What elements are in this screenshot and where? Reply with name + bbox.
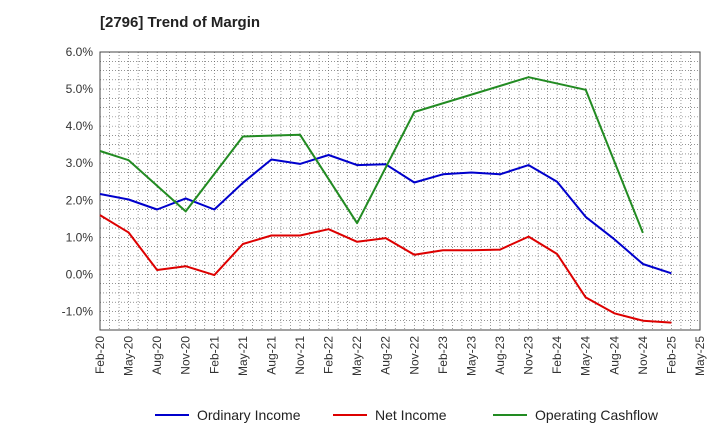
x-tick-label: Nov-22 <box>407 336 421 375</box>
grid <box>99 51 701 331</box>
x-tick-label: Nov-20 <box>179 336 193 375</box>
x-tick-label: Feb-25 <box>664 336 678 374</box>
x-tick-label: Nov-24 <box>636 336 650 375</box>
legend-item: Net Income <box>333 404 447 426</box>
legend-swatch <box>493 414 527 416</box>
x-tick-label: Feb-24 <box>550 336 564 374</box>
x-tick-label: May-25 <box>693 336 707 376</box>
y-tick-label: 5.0% <box>66 82 94 96</box>
legend-label: Ordinary Income <box>197 407 301 423</box>
y-tick-label: 4.0% <box>66 119 94 133</box>
series-line-operating-cashflow <box>99 76 644 234</box>
x-tick-label: Aug-22 <box>379 336 393 375</box>
y-tick-label: -1.0% <box>62 304 94 318</box>
x-tick-label: May-23 <box>464 336 478 376</box>
legend-label: Operating Cashflow <box>535 407 658 423</box>
x-tick-label: May-24 <box>579 336 593 376</box>
x-tick-label: Feb-23 <box>436 336 450 374</box>
legend-item: Ordinary Income <box>155 404 300 426</box>
x-tick-label: Feb-22 <box>322 336 336 374</box>
axes <box>99 51 701 331</box>
series-line-ordinary-income <box>99 154 672 275</box>
chart-title: [2796] Trend of Margin <box>100 14 261 31</box>
x-tick-label: Aug-21 <box>264 336 278 375</box>
series-line-net-income <box>99 214 672 324</box>
x-tick-label: Feb-20 <box>93 336 107 374</box>
x-tick-label: Aug-20 <box>150 336 164 375</box>
plot-frame <box>99 51 701 331</box>
x-tick-label: May-21 <box>236 336 250 376</box>
y-tick-label: 1.0% <box>66 230 94 244</box>
y-tick-label: 3.0% <box>66 156 94 170</box>
x-tick-label: May-22 <box>350 336 364 376</box>
y-tick-label: 2.0% <box>66 193 94 207</box>
x-tick-label: Nov-23 <box>522 336 536 375</box>
legend: Ordinary Income Net Income Operating Cashf… <box>0 404 720 426</box>
legend-swatch <box>155 414 189 416</box>
x-tick-label: Aug-24 <box>607 336 621 375</box>
legend-label: Net Income <box>375 407 447 423</box>
line-chart: 6.0% 5.0% 4.0% 3.0% 2.0% 1.0% 0.0% -1.0% Feb-20 M… <box>62 45 707 376</box>
legend-item: Operating Cashflow <box>493 404 658 426</box>
y-tick-label: 0.0% <box>66 267 94 281</box>
legend-swatch <box>333 414 367 416</box>
y-tick-label: 6.0% <box>66 45 94 59</box>
x-tick-label: Feb-21 <box>207 336 221 374</box>
series-lines <box>99 76 672 324</box>
x-tick-label: May-20 <box>122 336 136 376</box>
tick-labels: 6.0% 5.0% 4.0% 3.0% 2.0% 1.0% 0.0% -1.0% Feb-20 M… <box>62 45 707 376</box>
x-tick-label: Nov-21 <box>293 336 307 375</box>
x-tick-label: Aug-23 <box>493 336 507 375</box>
